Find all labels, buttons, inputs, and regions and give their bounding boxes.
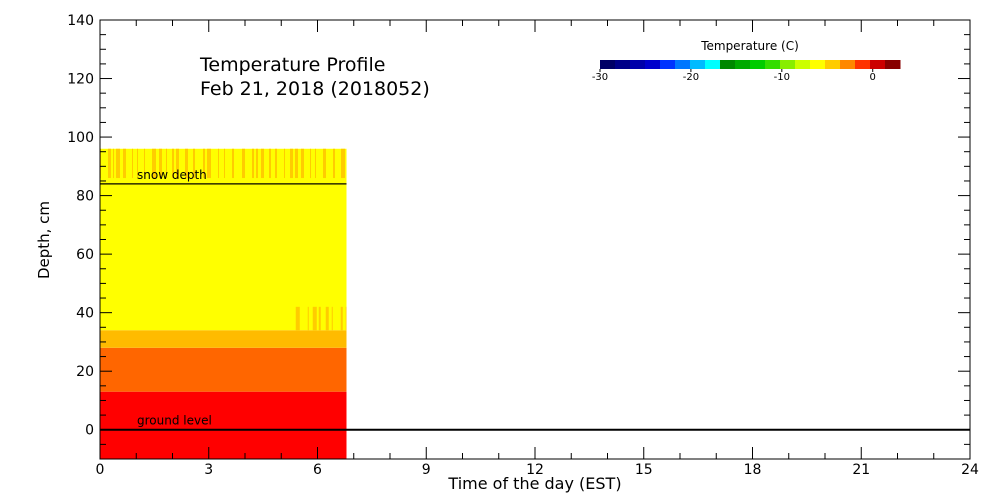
- temperature-variation-stripe: [123, 148, 126, 179]
- temperature-variation-stripe: [242, 148, 245, 179]
- colorbar-segment: [885, 60, 901, 69]
- colorbar-segment: [660, 60, 676, 69]
- temperature-layer: [100, 148, 347, 331]
- x-tick-label: 21: [852, 462, 870, 478]
- y-tick-label: 60: [76, 247, 94, 263]
- y-tick-label: 120: [67, 72, 94, 88]
- temperature-variation-stripe: [269, 148, 271, 179]
- colorbar-segment: [840, 60, 856, 69]
- chart-subtitle: Feb 21, 2018 (2018052): [200, 78, 430, 100]
- temperature-variation-stripe: [252, 148, 254, 179]
- temperature-variation-stripe: [345, 306, 347, 331]
- temperature-layer: [100, 330, 347, 348]
- colorbar-segment: [720, 60, 736, 69]
- colorbar-segment: [795, 60, 811, 69]
- colorbar-title: Temperature (C): [700, 39, 799, 53]
- colorbar-tick-label: -10: [774, 72, 790, 83]
- colorbar-segment: [810, 60, 826, 69]
- temperature-variation-stripe: [307, 306, 309, 331]
- temperature-variation-stripe: [295, 306, 300, 331]
- colorbar-segment: [630, 60, 646, 69]
- temperature-variation-stripe: [333, 148, 335, 179]
- x-tick-label: 18: [744, 462, 762, 478]
- x-tick-label: 12: [526, 462, 544, 478]
- chart-title: Temperature Profile: [199, 54, 385, 76]
- temperature-variation-stripe: [113, 148, 114, 179]
- colorbar-segment: [750, 60, 766, 69]
- temperature-variation-stripe: [256, 148, 258, 179]
- temperature-variation-stripe: [108, 148, 111, 179]
- temperature-variation-stripe: [284, 148, 285, 179]
- temperature-variation-stripe: [323, 148, 326, 179]
- temperature-variation-stripe: [232, 148, 234, 179]
- x-tick-label: 0: [96, 462, 105, 478]
- temperature-variation-stripe: [331, 306, 333, 331]
- temperature-variation-stripe: [295, 148, 298, 179]
- temperature-variation-stripe: [325, 306, 329, 331]
- colorbar-tick-label: 0: [870, 72, 876, 83]
- x-tick-label: 15: [635, 462, 653, 478]
- temperature-variation-stripe: [301, 148, 304, 179]
- colorbar-segment: [855, 60, 871, 69]
- temperature-variation-stripe: [224, 148, 225, 179]
- temperature-variation-stripe: [340, 306, 343, 331]
- temperature-variation-stripe: [275, 148, 277, 179]
- temperature-variation-stripe: [290, 148, 293, 179]
- y-tick-label: 0: [85, 423, 94, 439]
- colorbar: Temperature (C) -30 -20 -10 0: [592, 39, 901, 83]
- temperature-variation-stripe: [318, 306, 321, 331]
- temperature-variation-stripe: [261, 148, 264, 179]
- temperature-layer: [100, 391, 347, 459]
- snow-depth-label: snow depth: [137, 168, 207, 182]
- x-axis-label: Time of the day (EST): [447, 474, 621, 493]
- colorbar-segment: [690, 60, 706, 69]
- colorbar-segment: [825, 60, 841, 69]
- temperature-layer: [100, 347, 347, 392]
- ground-level-label: ground level: [137, 414, 212, 428]
- temperature-variation-stripe: [315, 148, 316, 179]
- colorbar-segment: [645, 60, 661, 69]
- colorbar-tick-label: -20: [683, 72, 699, 83]
- colorbar-segment: [765, 60, 781, 69]
- temperature-variation-stripe: [116, 148, 120, 179]
- temperature-variation-stripe: [203, 148, 205, 179]
- temperature-variation-stripe: [341, 148, 345, 179]
- temperature-variation-stripe: [207, 148, 211, 179]
- plot-area: snow depth ground level 0 3 6 9 12 15 18 21 24 0 20 4…: [67, 13, 979, 478]
- y-tick-label: 40: [76, 306, 94, 322]
- colorbar-segment: [870, 60, 886, 69]
- x-tick-label: 3: [204, 462, 213, 478]
- temperature-variation-stripe: [152, 148, 156, 179]
- temperature-variation-stripe: [166, 148, 167, 179]
- temperature-variation-stripe: [132, 148, 133, 179]
- temperature-variation-stripe: [144, 148, 145, 179]
- colorbar-segment: [600, 60, 616, 69]
- colorbar-segment: [735, 60, 751, 69]
- x-tick-label: 9: [422, 462, 431, 478]
- y-tick-label: 100: [67, 130, 94, 146]
- y-tick-label: 80: [76, 189, 94, 205]
- temperature-variation-stripe: [176, 148, 179, 179]
- colorbar-tick-label: -30: [592, 72, 608, 83]
- temperature-variation-stripe: [185, 148, 188, 179]
- temperature-variation-stripe: [312, 306, 317, 331]
- y-tick-label: 20: [76, 364, 94, 380]
- x-tick-label: 24: [961, 462, 979, 478]
- temperature-variation-stripe: [310, 148, 311, 179]
- y-tick-label: 140: [67, 13, 94, 29]
- temperature-variation-stripe: [172, 148, 174, 179]
- colorbar-segment: [675, 60, 691, 69]
- y-axis-label: Depth, cm: [35, 201, 53, 279]
- x-tick-label: 6: [313, 462, 322, 478]
- temperature-variation-stripe: [159, 148, 162, 179]
- temperature-variation-stripe: [193, 148, 195, 179]
- colorbar-segment: [705, 60, 721, 69]
- temperature-variation-stripe: [137, 148, 138, 179]
- temperature-variation-stripe: [218, 148, 219, 179]
- colorbar-segment: [780, 60, 796, 69]
- colorbar-segment: [615, 60, 631, 69]
